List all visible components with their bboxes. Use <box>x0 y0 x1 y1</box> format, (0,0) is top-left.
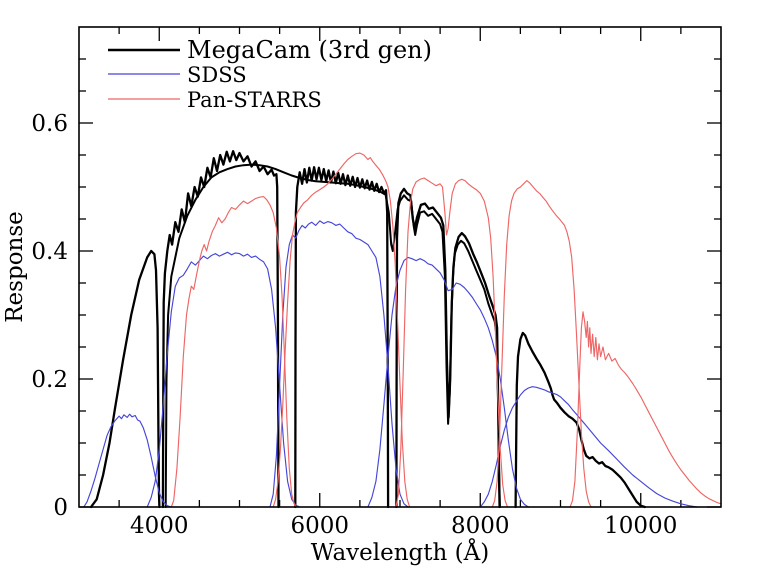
curve-panstarrs-r <box>272 152 411 508</box>
x-tick-label: 4000 <box>130 513 189 539</box>
x-axis-ticks <box>118 27 682 507</box>
curve-megacam-z <box>514 331 646 509</box>
y-tick-labels: 0 0.2 0.4 0.6 <box>31 111 68 521</box>
legend: MegaCam (3rd gen) SDSS Pan-STARRS <box>108 36 432 112</box>
x-tick-label: 10000 <box>604 513 677 539</box>
curve-megacam-u <box>89 249 161 509</box>
x-tick-labels: 4000 6000 8000 10000 <box>130 513 677 539</box>
y-tick-label: 0.2 <box>31 367 68 393</box>
y-axis-label: Response <box>2 211 28 323</box>
x-tick-label: 8000 <box>451 513 510 539</box>
curve-panstarrs-y <box>569 311 722 508</box>
curve-sdss-r <box>269 220 409 508</box>
curve-panstarrs-i <box>395 177 509 508</box>
y-tick-label: 0 <box>53 495 68 521</box>
y-tick-label: 0.4 <box>31 239 68 265</box>
x-axis-label: Wavelength (Å) <box>311 538 489 566</box>
curve-sdss-g <box>146 251 301 508</box>
curve-panstarrs-z <box>491 180 592 508</box>
x-tick-label: 6000 <box>290 513 349 539</box>
plot-frame <box>78 26 722 508</box>
y-axis-ticks <box>79 58 721 508</box>
legend-label-sdss: SDSS <box>187 63 247 87</box>
curve-megacam-i <box>395 187 501 509</box>
curve-sdss-z <box>479 386 698 508</box>
curve-panstarrs-g <box>170 196 297 508</box>
curve-megacam-r <box>294 166 390 509</box>
curve-sdss-u <box>83 413 172 508</box>
y-tick-label: 0.6 <box>31 111 68 137</box>
legend-label-megacam: MegaCam (3rd gen) <box>187 36 432 64</box>
curve-megacam-g <box>161 150 280 509</box>
curves-group <box>83 150 722 509</box>
legend-label-panstarrs: Pan-STARRS <box>187 88 322 112</box>
